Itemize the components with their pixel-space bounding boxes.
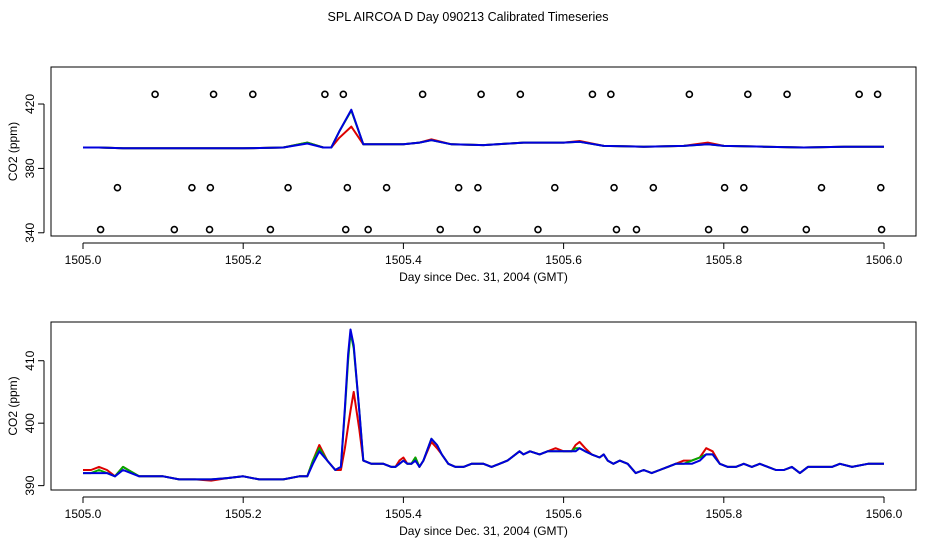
y-axis-label: CO2 (ppm) — [6, 122, 20, 181]
calibration-marker — [454, 183, 463, 192]
calibration-marker — [343, 183, 352, 192]
calibration-marker — [436, 225, 445, 234]
calibration-marker — [550, 183, 559, 192]
calibration-marker — [321, 90, 329, 99]
calibration-marker — [474, 183, 482, 192]
calibration-marker — [612, 225, 621, 234]
series-blue-line — [83, 328, 884, 481]
calibration-marker — [740, 183, 748, 192]
calibration-marker — [341, 225, 350, 234]
x-tick-label: 1505.6 — [545, 253, 582, 267]
calibration-marker — [588, 90, 597, 99]
calibration-marker — [610, 183, 618, 192]
y-axis-label: CO2 (ppm) — [6, 376, 20, 435]
top-panel: 1505.0 1505.2 1505.4 1505.6 1505.8 1506.0 Day … — [6, 66, 917, 284]
calibration-marker — [720, 183, 729, 192]
calibration-marker — [188, 183, 196, 192]
series-green-line — [83, 109, 884, 150]
series-blue-line — [83, 108, 884, 150]
calibration-marker — [266, 225, 275, 234]
calibration-marker — [284, 183, 292, 192]
x-tick-label: 1505.0 — [65, 253, 102, 267]
calibration-marker — [607, 90, 615, 99]
x-tick-label: 1505.4 — [385, 507, 422, 521]
calibration-marker — [704, 225, 713, 234]
calibration-marker — [339, 90, 348, 99]
calibration-marker — [855, 90, 863, 99]
calibration-marker — [740, 225, 749, 234]
x-axis-label: Day since Dec. 31, 2004 (GMT) — [399, 524, 568, 538]
calibration-marker — [96, 225, 105, 234]
calibration-marker — [170, 225, 179, 234]
calibration-marker — [205, 225, 214, 234]
calibration-marker — [873, 90, 882, 99]
y-tick-label: 420 — [23, 94, 37, 114]
calibration-marker — [744, 90, 752, 99]
calibration-marker — [477, 90, 485, 99]
calibration-marker — [113, 183, 122, 192]
plot-frame — [50, 321, 917, 491]
calibration-marker — [364, 225, 372, 234]
calibration-marker — [817, 183, 826, 192]
calibration-marker — [632, 225, 641, 234]
y-tick-label: 380 — [23, 158, 37, 178]
x-tick-label: 1505.8 — [705, 253, 742, 267]
series-red-line — [83, 390, 884, 482]
calibration-marker — [685, 90, 694, 99]
x-axis-label: Day since Dec. 31, 2004 (GMT) — [399, 270, 568, 284]
y-tick-label: 410 — [23, 350, 37, 370]
calibration-marker — [209, 90, 218, 99]
page-title: SPL AIRCOA D Day 090213 Calibrated Times… — [328, 10, 609, 24]
calibration-marker — [783, 90, 791, 99]
calibration-marker — [473, 225, 481, 234]
calibration-marker — [206, 183, 215, 192]
x-tick-label: 1506.0 — [866, 507, 903, 521]
calibration-marker — [249, 90, 257, 99]
calibration-marker — [802, 225, 811, 234]
x-tick-label: 1506.0 — [866, 253, 903, 267]
plot-frame — [50, 66, 917, 237]
y-tick-label: 400 — [23, 413, 37, 433]
x-tick-label: 1505.4 — [385, 253, 422, 267]
calibration-marker — [151, 90, 159, 99]
calibration-marker — [382, 183, 391, 192]
bottom-panel: 1505.0 1505.2 1505.4 1505.6 1505.8 1506.0 Day … — [6, 321, 917, 538]
calibration-marker — [877, 225, 886, 234]
calibration-marker — [876, 183, 885, 192]
x-tick-label: 1505.8 — [705, 507, 742, 521]
x-tick-label: 1505.2 — [225, 253, 262, 267]
calibration-marker — [649, 183, 658, 192]
y-tick-label: 340 — [23, 222, 37, 242]
calibration-marker — [534, 225, 542, 234]
y-tick-label: 390 — [23, 475, 37, 495]
series-green-line — [83, 331, 884, 481]
x-tick-label: 1505.2 — [225, 507, 262, 521]
x-tick-label: 1505.6 — [545, 507, 582, 521]
x-tick-label: 1505.0 — [65, 507, 102, 521]
calibration-marker — [516, 90, 525, 99]
calibration-marker — [418, 90, 427, 99]
